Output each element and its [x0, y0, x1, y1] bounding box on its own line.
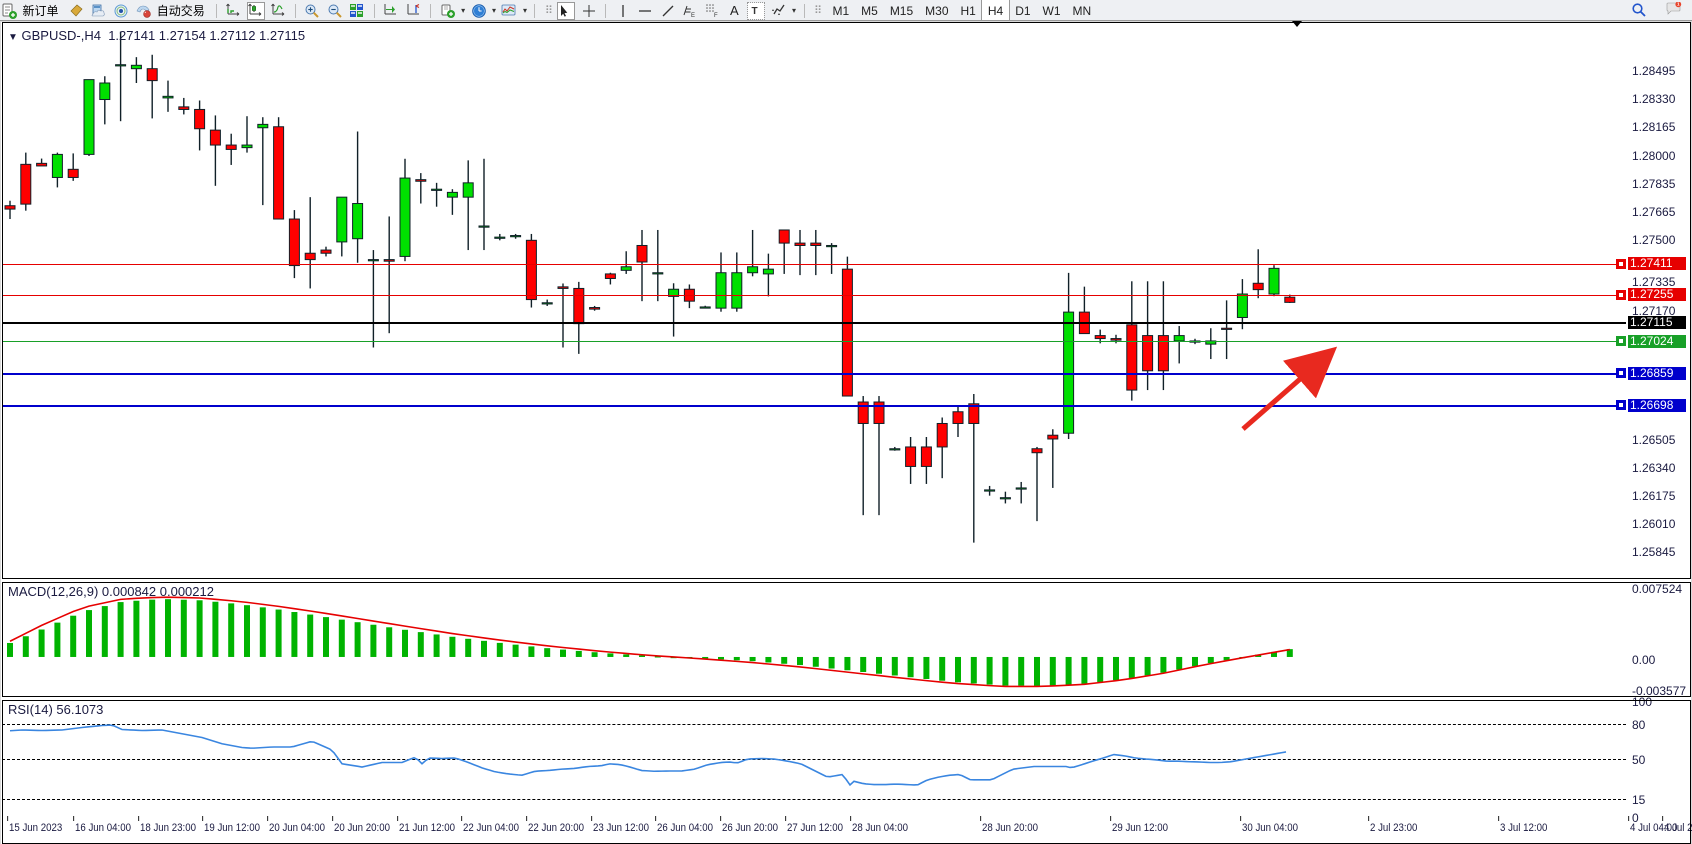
svg-text:T: T	[752, 6, 758, 17]
svg-text:E: E	[691, 13, 695, 19]
svg-text:F: F	[714, 13, 718, 19]
svg-text:1: 1	[1677, 2, 1680, 7]
